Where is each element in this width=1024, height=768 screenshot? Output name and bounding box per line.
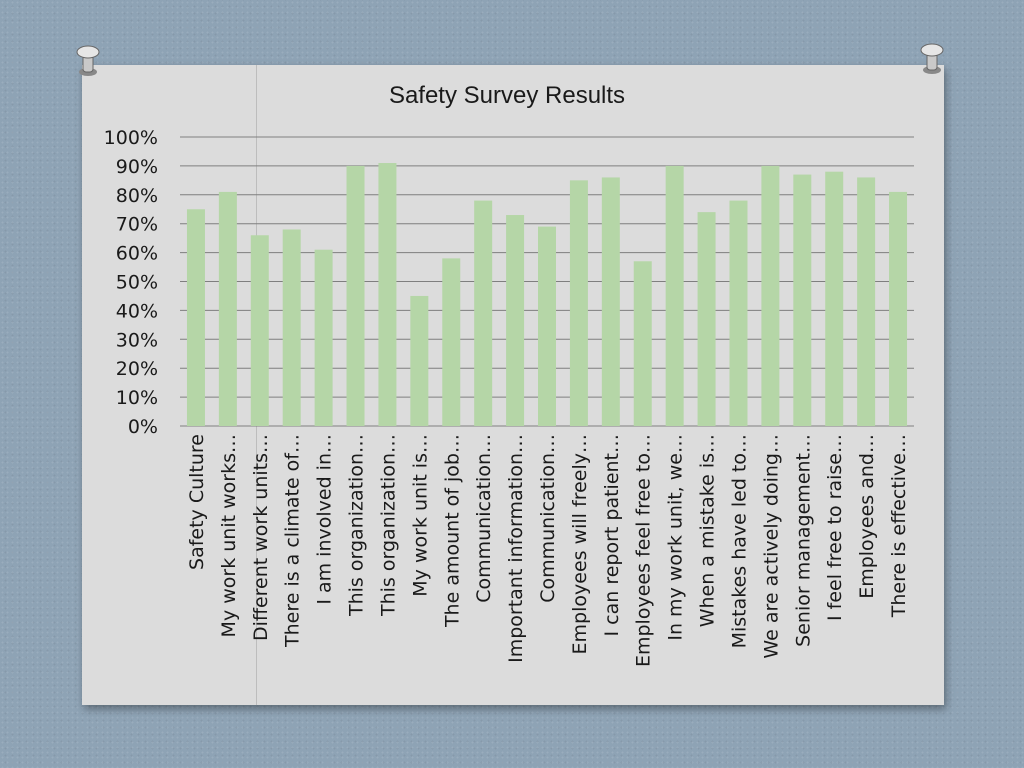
pushpin-icon: [76, 45, 100, 76]
x-tick-label: This organization…: [377, 434, 399, 617]
x-tick-label: We are actively doing…: [760, 434, 782, 659]
bar: [697, 212, 716, 426]
x-tick-label: Communication…: [473, 434, 495, 603]
x-tick-label: There is a climate of…: [282, 434, 304, 648]
bar: [857, 177, 876, 426]
y-tick-label: 40%: [116, 300, 158, 322]
x-tick-label: Senior management…: [792, 434, 814, 647]
y-tick-label: 10%: [116, 387, 158, 409]
bar: [506, 215, 525, 426]
bar: [410, 295, 429, 426]
bar: [538, 226, 556, 426]
y-tick-label: 60%: [116, 243, 158, 265]
bar: [889, 191, 908, 426]
bar: [601, 177, 620, 426]
bar: [218, 191, 237, 426]
x-tick-label: Mistakes have led to…: [728, 434, 750, 648]
y-tick-label: 90%: [116, 156, 158, 178]
y-tick-label: 80%: [116, 185, 158, 207]
bar: [186, 209, 205, 426]
x-tick-label: When a mistake is…: [697, 434, 719, 627]
y-tick-label: 50%: [116, 272, 158, 294]
y-tick-label: 70%: [116, 214, 158, 236]
x-tick-label: Employees feel free to…: [633, 434, 655, 667]
x-tick-label: My work unit works…: [218, 434, 240, 637]
x-tick-label: Communication…: [537, 434, 559, 603]
y-tick-label: 0%: [128, 416, 158, 438]
bar: [569, 180, 588, 426]
x-tick-label: There is effective…: [888, 434, 910, 618]
bar: [825, 171, 844, 426]
bar: [665, 165, 684, 426]
y-tick-label: 30%: [116, 329, 158, 351]
bar: [633, 261, 652, 426]
x-tick-label: I can report patient…: [601, 434, 623, 637]
bar: [314, 249, 333, 426]
bar: [442, 258, 461, 426]
chart-title: Safety Survey Results: [388, 82, 626, 109]
x-tick-label: Different work units…: [250, 434, 272, 641]
x-tick-label: Important information…: [505, 434, 527, 663]
bar: [793, 174, 812, 426]
x-tick-label: Employees will freely…: [569, 434, 591, 654]
x-tick-label: This organization…: [346, 434, 368, 617]
bar: [250, 235, 269, 426]
bar: [346, 165, 365, 426]
bar: [761, 165, 780, 426]
x-tick-label: The amount of job…: [441, 434, 463, 628]
x-tick-label: Employees and…: [856, 434, 878, 599]
y-tick-label: 100%: [104, 127, 158, 149]
x-tick-label: In my work unit, we…: [665, 434, 687, 641]
x-tick-label: I am involved in…: [314, 434, 336, 605]
bar: [378, 163, 397, 426]
pushpin-icon: [920, 43, 944, 74]
x-tick-label: My work unit is…: [409, 434, 431, 597]
bar: [729, 200, 748, 426]
bar: [282, 229, 301, 426]
bar: [474, 200, 493, 426]
x-tick-label: I feel free to raise…: [824, 434, 846, 621]
y-tick-label: 20%: [116, 358, 158, 380]
x-tick-label: Safety Culture: [186, 434, 208, 570]
